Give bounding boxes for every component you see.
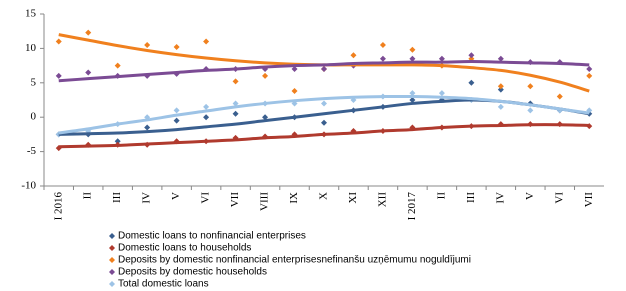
marker [114,138,121,145]
marker [497,55,504,62]
marker [321,119,327,126]
x-tick-label: I 2016 [52,192,64,221]
marker [262,72,269,79]
marker [409,124,416,131]
marker [409,55,416,62]
x-tick-label: XI [347,192,359,204]
marker [409,97,416,103]
marker [203,114,210,121]
marker [262,114,269,121]
marker [144,124,151,131]
marker [173,107,180,114]
marker [409,46,416,53]
x-tick-label: VIII [259,192,271,211]
x-tick-label: II [82,192,94,200]
marker [291,88,298,95]
marker [203,38,210,45]
marker [55,72,62,79]
y-tick-label: 15 [25,8,37,20]
legend-marker [109,281,115,287]
x-tick-label: IV [141,192,153,204]
x-tick-label: VI [200,192,212,204]
marker [144,41,151,48]
marker [556,93,563,100]
x-tick-label: I 2017 [406,192,418,221]
marker [232,110,239,117]
marker [586,66,593,73]
trend-line [58,123,590,149]
marker [85,29,92,36]
marker [203,103,210,110]
x-tick-label: V [524,192,536,200]
legend-label: Domestic loans to nonfinancial enterpris… [118,231,306,242]
marker [497,83,504,90]
marker [497,103,504,110]
marker [468,52,475,59]
legend-label: Domestic loans to households [118,243,251,254]
marker [291,66,298,73]
x-tick-label: X [318,192,330,200]
x-tick-label: VI [553,192,565,204]
marker [586,72,593,79]
marker [527,107,534,114]
marker [173,117,180,124]
x-tick-label: VII [583,192,595,208]
marker [55,38,62,45]
legend-marker [109,269,115,275]
y-tick-label: 10 [25,42,37,54]
trend-line [58,59,590,83]
marker [321,100,327,107]
marker [379,55,386,62]
x-tick-label: II [435,192,447,200]
y-tick-label: -5 [27,145,37,157]
marker [114,62,121,69]
marker [497,86,504,93]
marker [321,66,327,73]
marker [409,90,416,97]
legend-marker [109,233,115,239]
trend-line [58,94,590,135]
marker [438,55,445,62]
legend-label: Total domestic loans [118,279,209,290]
x-tick-label: III [465,192,477,203]
x-tick-label: IV [494,192,506,204]
marker [232,100,239,107]
y-tick-label: 5 [31,76,37,88]
x-tick-label: V [170,192,182,200]
marker [350,52,357,59]
x-tick-label: III [111,192,123,203]
legend-label: Deposits by domestic nonfinancial enterp… [118,255,471,266]
legend-label: Deposits by domestic households [118,267,267,278]
y-tick-label: -10 [21,180,36,192]
legend-marker [109,257,115,263]
marker [232,78,239,85]
marker [85,69,92,76]
marker [379,41,386,48]
marker [173,44,180,51]
marker [527,83,534,90]
x-tick-label: VII [229,192,241,208]
marker [438,90,445,97]
y-tick-label: 0 [31,111,37,123]
x-tick-label: IX [288,192,300,204]
legend-marker [109,245,115,251]
marker [468,79,475,86]
x-tick-label: XII [376,192,388,208]
